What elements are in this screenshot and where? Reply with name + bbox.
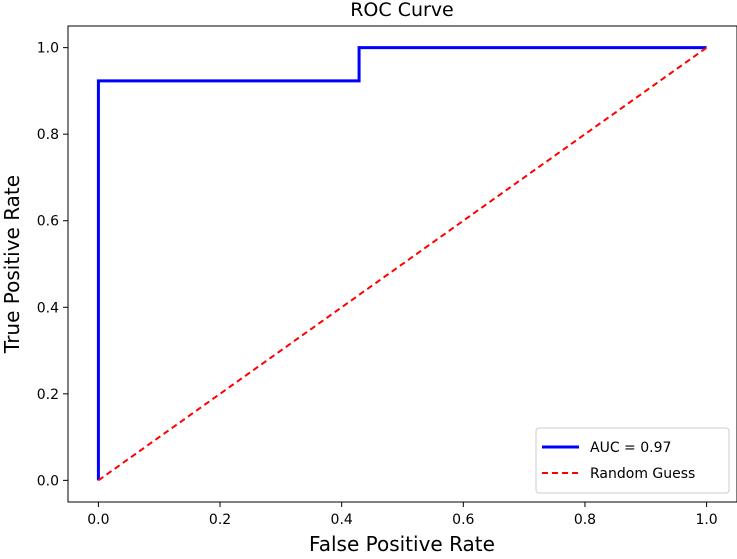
x-tick-label: 0.4 — [331, 512, 353, 528]
plot-frame — [67, 25, 737, 503]
series-layer — [96, 46, 708, 482]
y-tick-label: 0.4 — [37, 300, 59, 316]
x-tick-label: 0.8 — [574, 512, 596, 528]
chart-title: ROC Curve — [350, 0, 454, 21]
x-tick-label: 0.0 — [87, 512, 109, 528]
random-guess-line — [97, 46, 708, 482]
legend-label-auc: AUC = 0.97 — [590, 440, 671, 456]
x-tick-label: 0.2 — [209, 512, 231, 528]
legend-box — [535, 427, 730, 494]
y-axis-label: True Positive Rate — [0, 175, 24, 354]
y-tick-label: 0.6 — [37, 214, 59, 230]
y-tick-label: 1.0 — [37, 41, 59, 57]
x-axis-ticks: 0.0 0.2 0.4 0.6 0.8 1.0 — [87, 502, 718, 528]
x-axis-label: False Positive Rate — [309, 532, 495, 554]
legend: AUC = 0.97 Random Guess — [535, 427, 730, 494]
y-tick-label: 0.0 — [37, 473, 59, 489]
plot-area — [67, 25, 737, 503]
roc-curve-line — [96, 46, 707, 481]
x-tick-label: 0.6 — [452, 512, 474, 528]
y-axis-ticks: 0.0 0.2 0.4 0.6 0.8 1.0 — [37, 41, 68, 489]
y-tick-label: 0.8 — [37, 127, 59, 143]
x-tick-label: 1.0 — [695, 512, 717, 528]
legend-label-random-guess: Random Guess — [590, 466, 695, 482]
y-tick-label: 0.2 — [37, 387, 59, 403]
